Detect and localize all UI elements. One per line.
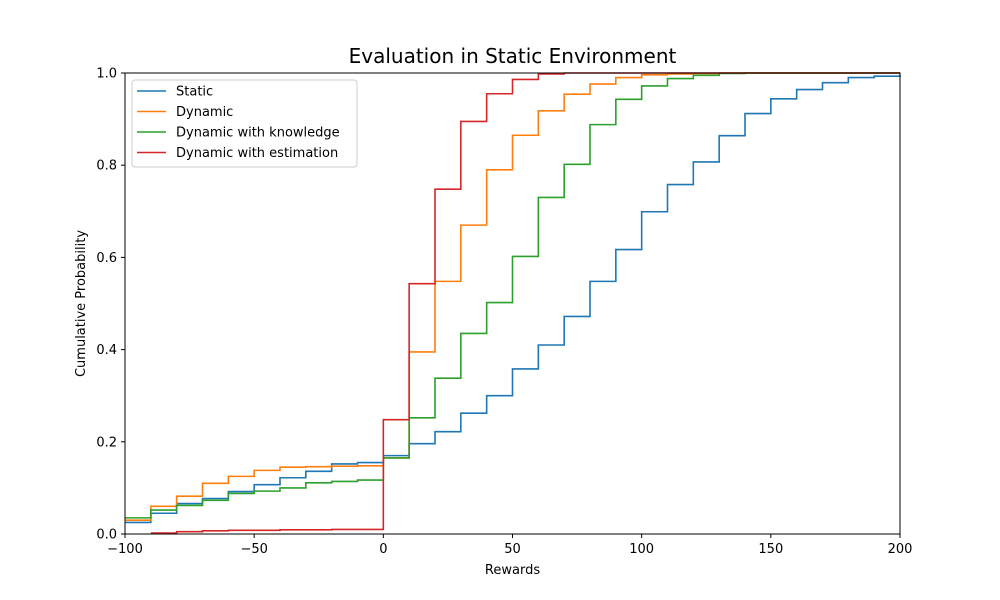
x-tick-label: −100 (107, 542, 143, 557)
series-line-1 (125, 72, 900, 521)
series-line-2 (125, 72, 900, 519)
legend: Static Dynamic Dynamic with knowledge Dynam… (131, 79, 358, 168)
x-tick-label: 150 (758, 542, 783, 557)
x-axis-ticks: −100 −50 0 50 100 150 200 (107, 534, 912, 557)
x-tick-label: 0 (379, 542, 387, 557)
y-tick-label: 0.4 (96, 343, 117, 358)
y-tick-label: 0.2 (96, 435, 117, 450)
series-line-3 (150, 72, 900, 534)
y-tick-label: 1.0 (96, 67, 117, 82)
chart-title: Evaluation in Static Environment (349, 44, 677, 68)
legend-label: Dynamic with knowledge (176, 126, 340, 141)
legend-label: Dynamic with estimation (176, 146, 338, 161)
y-tick-label: 0.6 (96, 251, 117, 266)
legend-label: Static (176, 85, 213, 100)
x-tick-label: 200 (888, 542, 913, 557)
legend-box (131, 79, 358, 168)
y-axis-ticks: 0.0 0.2 0.4 0.6 0.8 1.0 (96, 67, 125, 543)
plot-series (125, 72, 901, 534)
x-tick-label: 50 (504, 542, 521, 557)
y-axis-label: Cumulative Probability (74, 230, 89, 377)
x-tick-label: −50 (240, 542, 267, 557)
x-tick-label: 100 (629, 542, 654, 557)
y-tick-label: 0.8 (96, 159, 117, 174)
y-tick-label: 0.0 (96, 528, 117, 543)
series-line-0 (125, 74, 901, 524)
x-axis-label: Rewards (485, 563, 540, 578)
legend-label: Dynamic (176, 105, 233, 120)
